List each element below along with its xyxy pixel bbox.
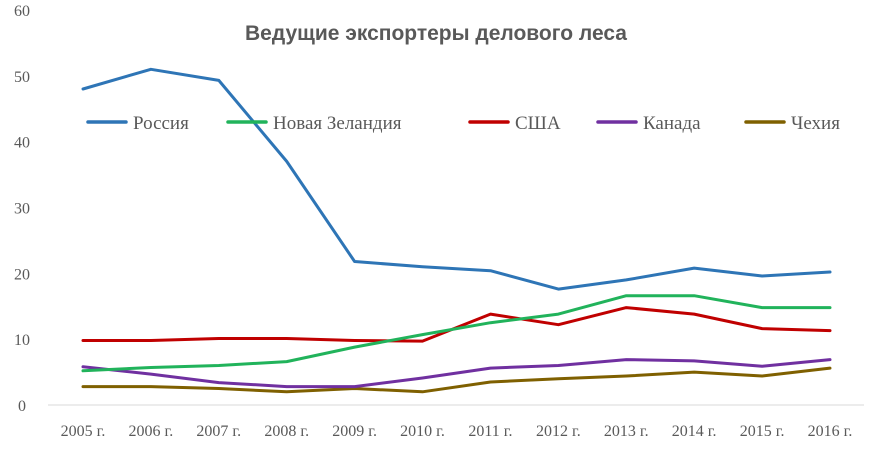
series-line-5 [81, 366, 832, 394]
legend-label: США [515, 113, 561, 134]
series-line-3 [81, 306, 832, 343]
legend-label: Канада [643, 113, 701, 134]
chart-title: Ведущие экспортеры делового леса [245, 22, 627, 45]
y-tick-label: 20 [14, 266, 30, 283]
series-layer [81, 67, 832, 394]
legend-label: Новая Зеландия [273, 113, 402, 134]
x-tick-label: 2014 г. [672, 423, 717, 440]
x-tick-label: 2011 г. [468, 423, 512, 440]
x-tick-label: 2012 г. [536, 423, 581, 440]
series-line-1 [81, 67, 832, 291]
legend-label: Россия [133, 113, 189, 134]
y-axis: 0 10 20 30 40 50 60 [14, 3, 30, 415]
legend: Россия Новая Зеландия США Канада Чехия [86, 113, 840, 134]
legend-label: Чехия [791, 113, 840, 134]
x-tick-label: 2005 г. [61, 423, 106, 440]
y-tick-label: 40 [14, 135, 30, 152]
y-tick-label: 0 [18, 398, 26, 415]
series-line-2 [81, 294, 832, 373]
x-tick-label: 2008 г. [264, 423, 309, 440]
x-tick-label: 2009 г. [332, 423, 377, 440]
x-tick-label: 2013 г. [604, 423, 649, 440]
x-tick-label: 2010 г. [400, 423, 445, 440]
y-tick-label: 60 [14, 3, 30, 20]
y-tick-label: 30 [14, 201, 30, 218]
x-tick-label: 2007 г. [196, 423, 241, 440]
x-tick-label: 2015 г. [740, 423, 785, 440]
series-line-4 [81, 358, 832, 389]
y-tick-label: 10 [14, 332, 30, 349]
y-tick-label: 50 [14, 69, 30, 86]
x-axis: 2005 г. 2006 г. 2007 г. 2008 г. 2009 г. 2010 … [48, 404, 864, 440]
x-tick-label: 2016 г. [808, 423, 853, 440]
x-tick-label: 2006 г. [129, 423, 174, 440]
